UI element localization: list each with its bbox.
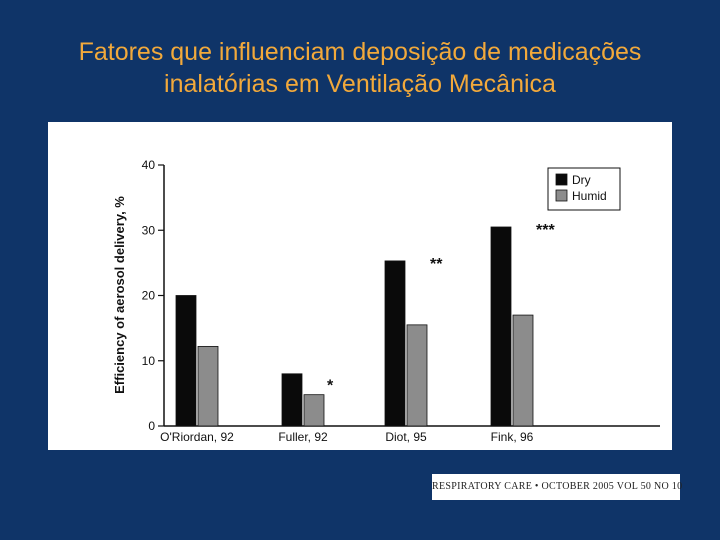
y-tick-label: 0 [148,419,155,433]
legend-swatch-humid [555,189,568,202]
bar-humid [406,324,428,427]
y-tick-label: 30 [142,223,156,237]
slide-title-line-1: Fatores que influenciam deposição de med… [78,38,642,66]
significance-annotation: *** [536,222,555,239]
y-axis-label: Efficiency of aerosol delivery, % [112,196,127,394]
chart-panel: 0 10 20 30 40 Efficiency of aerosol delivery,… [48,122,672,450]
bar-humid [303,394,325,427]
slide-title-line-2: inalatórias em Ventilação Mecânica [164,70,556,98]
significance-annotation: * [327,378,334,395]
bar-humid [512,314,534,427]
bar-dry [490,226,512,427]
significance-annotation: ** [430,256,443,273]
x-tick-label: Fuller, 92 [278,430,328,444]
legend-label-humid: Humid [572,189,607,203]
legend-box [547,167,621,211]
x-tick-label: Diot, 95 [385,430,427,444]
y-tick-label: 20 [142,289,156,303]
bar-chart: 0 10 20 30 40 Efficiency of aerosol delivery,… [112,158,660,444]
x-tick-label: O'Riordan, 92 [160,430,234,444]
y-tick-label: 10 [142,354,156,368]
x-tick-label: Fink, 96 [491,430,534,444]
slide-title: Fatores que influenciam deposição de med… [0,36,720,100]
y-tick-label: 40 [142,158,156,172]
legend-swatch-dry [555,173,568,186]
bar-dry [281,373,303,427]
bar-dry [175,295,197,427]
citation: RESPIRATORY CARE • OCTOBER 2005 VOL 50 N… [432,474,682,500]
bar-humid [197,345,219,427]
bar-dry [384,260,406,427]
legend-label-dry: Dry [572,173,591,187]
